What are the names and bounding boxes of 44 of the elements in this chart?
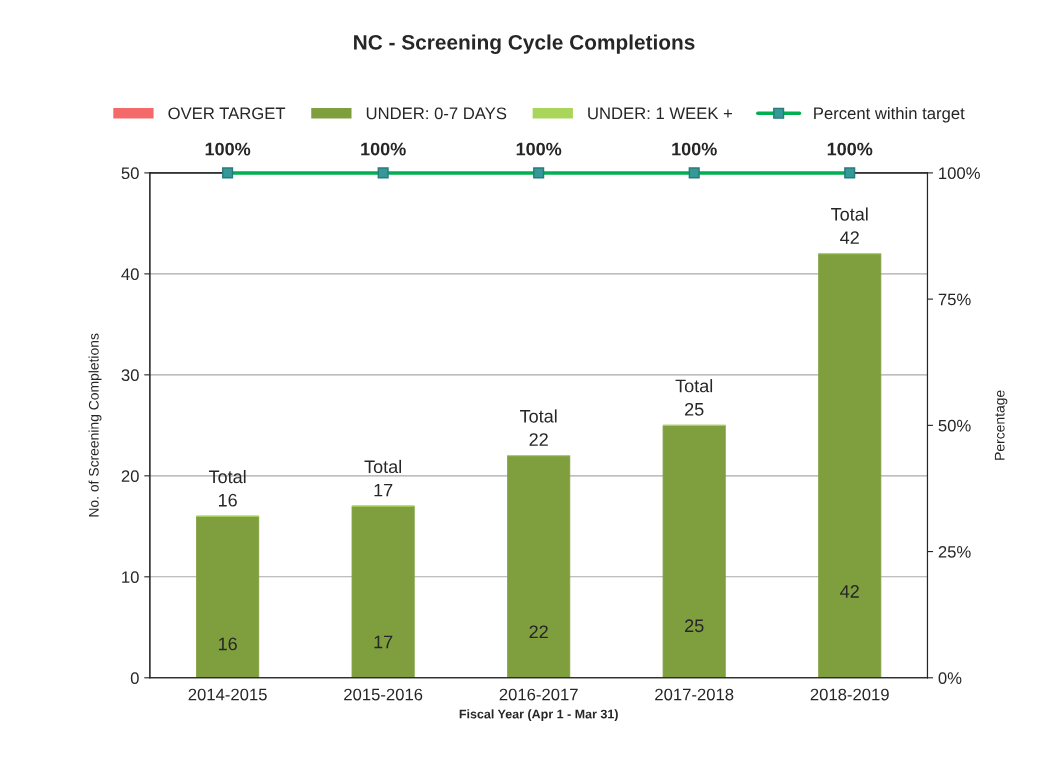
data-label: 100% <box>516 142 562 156</box>
bar <box>507 455 571 678</box>
bar <box>662 424 726 678</box>
y2-tick-label: 25% <box>938 545 971 558</box>
x-tick-label: 2018-2019 <box>810 688 889 701</box>
bar <box>351 505 415 678</box>
data-label: 100% <box>205 142 251 156</box>
bar <box>196 515 260 678</box>
x-tick-label: 2015-2016 <box>344 688 423 701</box>
total-label: Total 25 <box>675 379 713 416</box>
data-label: 22 <box>529 625 548 639</box>
chart-title: NC - Screening Cycle Completions <box>354 34 695 54</box>
bar <box>818 253 882 678</box>
y-tick-label: 30 <box>121 369 139 382</box>
data-label: 42 <box>840 585 859 598</box>
y-tick-label: 10 <box>122 571 139 584</box>
x-tick-label: 2014-2015 <box>188 688 267 701</box>
data-label: 17 <box>374 635 393 649</box>
y2-axis-title: Percentage <box>994 390 1008 460</box>
data-label: 25 <box>685 619 704 633</box>
data-label: 100% <box>672 142 717 156</box>
x-tick-label: 2016-2017 <box>499 688 578 701</box>
total-label: Total 42 <box>831 207 868 244</box>
x-axis-title: Fiscal Year (Apr 1 - Mar 31) <box>459 709 618 721</box>
total-label: Total 16 <box>208 469 246 507</box>
legend-label: Percent within target <box>814 107 965 123</box>
y-tick-label: 0 <box>130 672 139 684</box>
y2-tick-label: 100% <box>939 167 980 180</box>
y-tick-label: 50 <box>121 167 139 180</box>
legend-label: OVER TARGET <box>168 107 286 120</box>
y-axis-title: No. of Screening Completions <box>88 333 102 517</box>
y2-tick-label: 75% <box>938 293 971 306</box>
legend-label: UNDER: 1 WEEK + <box>588 107 732 120</box>
y2-tick-label: 0% <box>938 672 962 684</box>
data-label: 100% <box>827 142 873 156</box>
y-tick-label: 20 <box>121 470 139 483</box>
y2-tick-label: 50% <box>938 419 971 432</box>
legend-label: UNDER: 0-7 DAYS <box>366 107 507 120</box>
x-tick-label: 2017-2018 <box>655 688 734 701</box>
data-label: 16 <box>218 637 237 651</box>
y-tick-label: 40 <box>121 268 139 281</box>
total-label: Total 22 <box>520 409 557 446</box>
total-label: Total 17 <box>364 459 402 497</box>
data-label: 100% <box>361 142 406 156</box>
